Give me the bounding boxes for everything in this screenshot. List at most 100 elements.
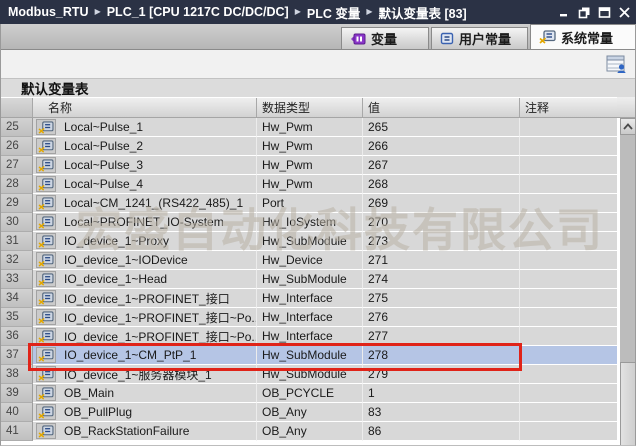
cell-value[interactable]: 274 xyxy=(363,270,520,289)
row-number[interactable]: 25 xyxy=(0,118,33,137)
cell-name[interactable]: IO_device_1~PROFINET_接口~Po... xyxy=(59,308,257,327)
table-row[interactable]: 37 IO_device_1~CM_PtP_1 Hw_SubModule 278 xyxy=(0,346,617,365)
row-number[interactable]: 27 xyxy=(0,156,33,175)
cell-comment[interactable] xyxy=(520,213,617,232)
table-row[interactable]: 39 OB_Main OB_PCYCLE 1 xyxy=(0,384,617,403)
breadcrumb-default-tag-table[interactable]: 默认变量表 [83] xyxy=(378,6,467,21)
cell-datatype[interactable]: OB_PCYCLE xyxy=(257,384,363,403)
table-row[interactable]: 27 Local~Pulse_3 Hw_Pwm 267 xyxy=(0,156,617,175)
cell-name[interactable]: IO_device_1~Proxy xyxy=(59,232,257,251)
close-icon[interactable] xyxy=(616,4,632,20)
maximize-icon[interactable] xyxy=(596,4,612,20)
tab-user-constants[interactable]: 用户常量 xyxy=(431,27,528,49)
cell-comment[interactable] xyxy=(520,251,617,270)
table-row[interactable]: 34 IO_device_1~PROFINET_接口 Hw_Interface … xyxy=(0,289,617,308)
cell-comment[interactable] xyxy=(520,346,617,365)
header-comment[interactable]: 注释 xyxy=(525,101,550,115)
cell-value[interactable]: 265 xyxy=(363,118,520,137)
cell-value[interactable]: 279 xyxy=(363,365,520,384)
cell-value[interactable]: 267 xyxy=(363,156,520,175)
row-number[interactable]: 37 xyxy=(0,346,33,365)
cell-name[interactable]: IO_device_1~PROFINET_接口 xyxy=(59,289,257,308)
cell-comment[interactable] xyxy=(520,308,617,327)
cell-comment[interactable] xyxy=(520,194,617,213)
row-number[interactable]: 33 xyxy=(0,270,33,289)
cell-comment[interactable] xyxy=(520,137,617,156)
cell-value[interactable]: 269 xyxy=(363,194,520,213)
row-number[interactable]: 34 xyxy=(0,289,33,308)
cell-datatype[interactable]: OB_Any xyxy=(257,403,363,422)
cell-comment[interactable] xyxy=(520,232,617,251)
tab-variables[interactable]: 变量 xyxy=(341,27,429,49)
table-row[interactable]: 40 OB_PullPlug OB_Any 83 xyxy=(0,403,617,422)
cell-datatype[interactable]: OB_Any xyxy=(257,422,363,441)
header-name[interactable]: 名称 xyxy=(33,98,257,117)
row-number[interactable]: 39 xyxy=(0,384,33,403)
breadcrumb-plc-tags[interactable]: PLC 变量 xyxy=(306,6,361,21)
cell-datatype[interactable]: Hw_Interface xyxy=(257,308,363,327)
table-row[interactable]: 32 IO_device_1~IODevice Hw_Device 271 xyxy=(0,251,617,270)
row-number[interactable]: 41 xyxy=(0,422,33,441)
row-number[interactable]: 36 xyxy=(0,327,33,346)
row-number[interactable]: 30 xyxy=(0,213,33,232)
cell-name[interactable]: Local~PROFINET_IO-System xyxy=(59,213,257,232)
minimize-icon[interactable] xyxy=(556,4,572,20)
cell-value[interactable]: 266 xyxy=(363,137,520,156)
cell-name[interactable]: IO_device_1~CM_PtP_1 xyxy=(59,346,257,365)
row-number[interactable]: 26 xyxy=(0,137,33,156)
table-row[interactable]: 28 Local~Pulse_4 Hw_Pwm 268 xyxy=(0,175,617,194)
row-number[interactable]: 29 xyxy=(0,194,33,213)
table-row[interactable]: 30 Local~PROFINET_IO-System Hw_IoSystem … xyxy=(0,213,617,232)
cell-value[interactable]: 1 xyxy=(363,384,520,403)
cell-value[interactable]: 271 xyxy=(363,251,520,270)
row-number[interactable]: 28 xyxy=(0,175,33,194)
header-datatype[interactable]: 数据类型 xyxy=(257,98,363,117)
cell-value[interactable]: 275 xyxy=(363,289,520,308)
row-number[interactable]: 38 xyxy=(0,365,33,384)
cell-comment[interactable] xyxy=(520,327,617,346)
cell-value[interactable]: 276 xyxy=(363,308,520,327)
scrollbar-thumb[interactable] xyxy=(620,362,636,446)
table-row[interactable]: 33 IO_device_1~Head Hw_SubModule 274 xyxy=(0,270,617,289)
cell-value[interactable]: 273 xyxy=(363,232,520,251)
cell-name[interactable]: OB_PullPlug xyxy=(59,403,257,422)
table-export-icon[interactable] xyxy=(606,55,628,74)
cell-datatype[interactable]: Hw_Interface xyxy=(257,289,363,308)
cell-comment[interactable] xyxy=(520,270,617,289)
cell-datatype[interactable]: Hw_Pwm xyxy=(257,156,363,175)
cell-name[interactable]: IO_device_1~服务器模块_1 xyxy=(59,365,257,384)
table-row[interactable]: 38 IO_device_1~服务器模块_1 Hw_SubModule 279 xyxy=(0,365,617,384)
cell-value[interactable]: 268 xyxy=(363,175,520,194)
cell-datatype[interactable]: Hw_Pwm xyxy=(257,137,363,156)
table-row[interactable]: 35 IO_device_1~PROFINET_接口~Po... Hw_Inte… xyxy=(0,308,617,327)
breadcrumb-plc[interactable]: PLC_1 [CPU 1217C DC/DC/DC] xyxy=(106,5,289,19)
cell-comment[interactable] xyxy=(520,384,617,403)
table-row[interactable]: 26 Local~Pulse_2 Hw_Pwm 266 xyxy=(0,137,617,156)
cell-value[interactable]: 278 xyxy=(363,346,520,365)
cell-value[interactable]: 277 xyxy=(363,327,520,346)
tab-system-constants[interactable]: 系统常量 xyxy=(530,24,636,49)
cell-comment[interactable] xyxy=(520,289,617,308)
cell-name[interactable]: Local~CM_1241_(RS422_485)_1 xyxy=(59,194,257,213)
cell-value[interactable]: 270 xyxy=(363,213,520,232)
cell-comment[interactable] xyxy=(520,422,617,441)
cell-datatype[interactable]: Hw_Pwm xyxy=(257,175,363,194)
table-row[interactable]: 25 Local~Pulse_1 Hw_Pwm 265 xyxy=(0,118,617,137)
row-number[interactable]: 35 xyxy=(0,308,33,327)
cell-name[interactable]: Local~Pulse_4 xyxy=(59,175,257,194)
row-number[interactable]: 31 xyxy=(0,232,33,251)
cell-datatype[interactable]: Hw_IoSystem xyxy=(257,213,363,232)
cell-datatype[interactable]: Hw_SubModule xyxy=(257,270,363,289)
cell-datatype[interactable]: Hw_SubModule xyxy=(257,365,363,384)
cell-datatype[interactable]: Hw_SubModule xyxy=(257,346,363,365)
cell-value[interactable]: 83 xyxy=(363,403,520,422)
cell-comment[interactable] xyxy=(520,175,617,194)
table-row[interactable]: 36 IO_device_1~PROFINET_接口~Po... Hw_Inte… xyxy=(0,327,617,346)
cell-datatype[interactable]: Hw_Interface xyxy=(257,327,363,346)
cell-comment[interactable] xyxy=(520,403,617,422)
cell-datatype[interactable]: Port xyxy=(257,194,363,213)
restore-icon[interactable] xyxy=(576,4,592,20)
row-number[interactable]: 32 xyxy=(0,251,33,270)
table-row[interactable]: 29 Local~CM_1241_(RS422_485)_1 Port 269 xyxy=(0,194,617,213)
cell-name[interactable]: OB_RackStationFailure xyxy=(59,422,257,441)
